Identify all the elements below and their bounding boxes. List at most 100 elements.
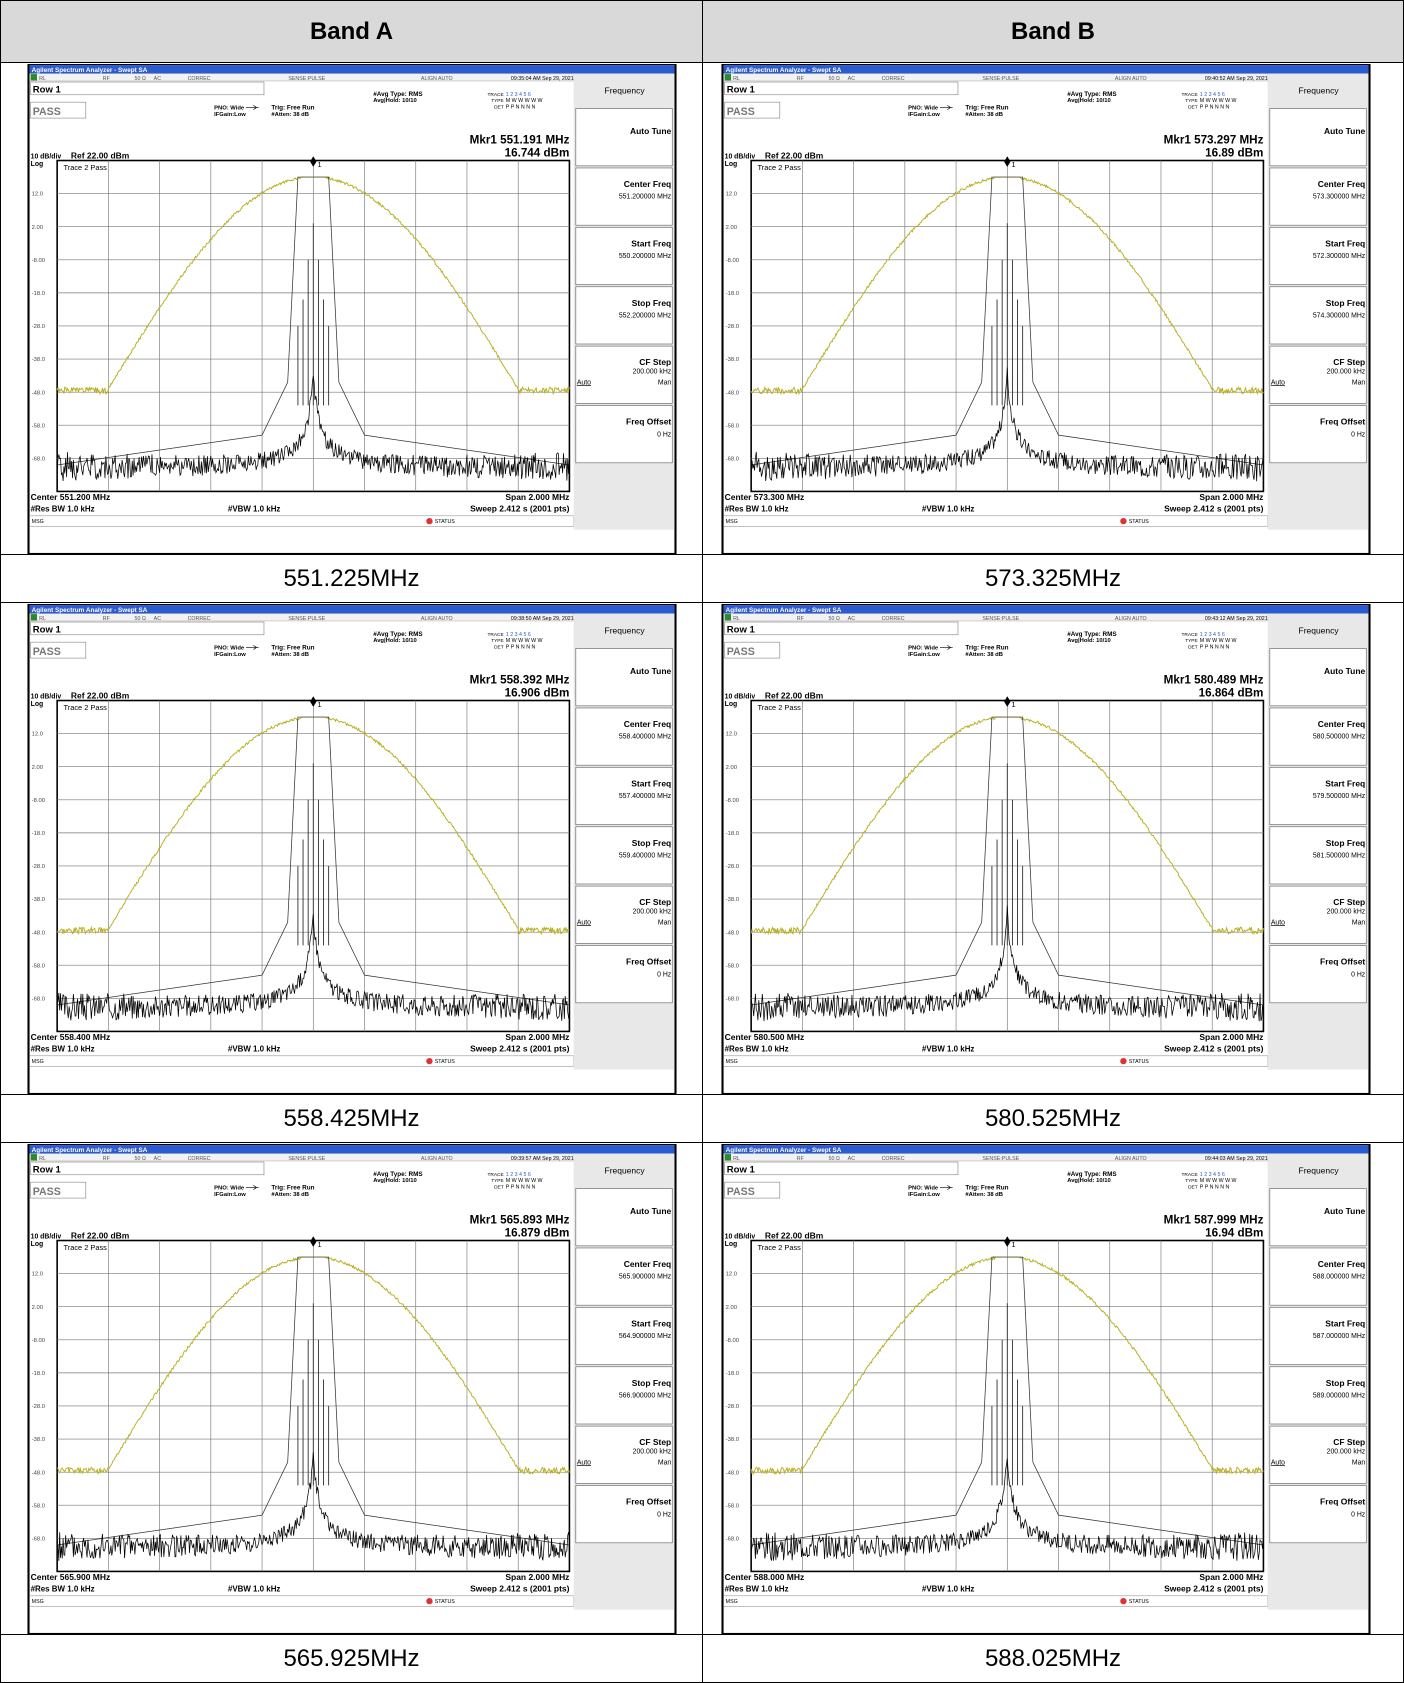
status-item: CORREC — [882, 1156, 905, 1162]
y-axis-label: -68.0 — [726, 1536, 740, 1542]
status-item: SENSE:PULSE — [288, 76, 325, 82]
label: DET — [1188, 105, 1198, 111]
softkey-label: Freq Offset — [626, 957, 671, 967]
softkey-label: CF Step — [639, 897, 671, 907]
trace-status: Trace 2 Pass — [64, 163, 108, 172]
status-item: SENSE:PULSE — [982, 616, 1019, 622]
center-frequency: Center 558.400 MHz — [31, 1032, 111, 1042]
label: STATUS — [1129, 519, 1150, 525]
screenshot-cell: Agilent Spectrum Analyzer - Swept SARLRF… — [0, 1142, 703, 1635]
label: P P N N N N — [506, 645, 536, 651]
status-item: ALIGN AUTO — [1115, 1156, 1147, 1162]
status-item: AC — [848, 616, 856, 622]
label: TYPE — [1185, 98, 1197, 104]
reference-level: Ref 22.00 dBm — [71, 150, 129, 160]
marker-amplitude: 16.864 dBm — [1199, 686, 1264, 699]
label: 10 dB/div — [31, 153, 62, 160]
y-axis-label: -8.00 — [726, 798, 740, 804]
softkey-value: 565.900000 MHz — [619, 1274, 672, 1281]
label: #Avg Type: RMS — [373, 631, 422, 638]
status-item: ALIGN AUTO — [421, 1156, 453, 1162]
label: 1 2 3 4 5 6 — [506, 632, 531, 638]
label: 1 2 3 4 5 6 — [1200, 92, 1225, 98]
label: STATUS — [435, 519, 456, 525]
label: #Avg Type: RMS — [373, 1171, 422, 1178]
label: Log — [31, 1241, 44, 1248]
y-axis-label: 12.0 — [726, 1272, 738, 1278]
label: Sweep 2.412 s (2001 pts) — [470, 1044, 570, 1054]
y-axis-label: 12.0 — [726, 192, 738, 198]
reference-level: Ref 22.00 dBm — [71, 690, 129, 700]
marker-number: 1 — [1012, 1240, 1016, 1249]
menu-title: Frequency — [1299, 626, 1340, 636]
status-item: RF — [797, 76, 805, 82]
status-item: CORREC — [188, 616, 211, 622]
y-axis-label: -8.00 — [726, 1338, 740, 1344]
label: #VBW 1.0 kHz — [228, 505, 281, 514]
softkey-label: Stop Freq — [632, 838, 672, 848]
label: 10 dB/div — [31, 693, 62, 700]
softkey-label: CF Step — [1333, 1437, 1365, 1447]
status-item: RF — [797, 1156, 805, 1162]
label: #Atten: 38 dB — [271, 112, 309, 118]
row-box — [725, 622, 958, 635]
softkey-label: Start Freq — [1325, 778, 1365, 788]
softkey — [576, 649, 673, 706]
row-label: Row 1 — [727, 625, 756, 636]
label: Log — [725, 161, 738, 168]
status-item: AC — [848, 76, 856, 82]
label: M W W W W W — [1200, 638, 1237, 644]
y-axis-label: 12.0 — [32, 1272, 44, 1278]
label: PNO: Wide — [214, 106, 245, 112]
label: P P N N N N — [1200, 105, 1230, 111]
softkey-label: Start Freq — [631, 778, 671, 788]
label: 10 dB/div — [725, 693, 756, 700]
y-axis-label: -38.0 — [32, 357, 46, 363]
row-label: Row 1 — [33, 1165, 62, 1176]
y-axis-label: -58.0 — [726, 1503, 740, 1509]
softkey-label: Auto Tune — [630, 126, 672, 136]
row-label: Row 1 — [33, 625, 62, 636]
softkey-value: 200.000 kHz — [1327, 1449, 1366, 1456]
trace-status: Trace 2 Pass — [758, 1243, 802, 1252]
label: Man — [1352, 1459, 1366, 1466]
trace-status: Trace 2 Pass — [758, 163, 802, 172]
label: #Atten: 38 dB — [965, 112, 1003, 118]
label: #Res BW 1.0 kHz — [725, 505, 789, 514]
label: Avg|Hold: 10/10 — [373, 638, 417, 644]
y-axis-label: -58.0 — [726, 963, 740, 969]
pass-label: PASS — [727, 106, 755, 118]
softkey-value: 589.000000 MHz — [1313, 1392, 1366, 1399]
softkey-label: Center Freq — [624, 719, 672, 729]
status-item: SENSE:PULSE — [982, 1156, 1019, 1162]
y-axis-label: -18.0 — [726, 291, 740, 297]
window-title: Agilent Spectrum Analyzer - Swept SA — [726, 67, 842, 74]
softkey-value: 566.900000 MHz — [619, 1392, 672, 1399]
y-axis-label: -58.0 — [32, 1503, 46, 1509]
softkey-value: 557.400000 MHz — [619, 793, 672, 800]
timestamp: 09:44:03 AM Sep 29, 2021 — [1205, 1156, 1268, 1162]
softkey-label: Stop Freq — [632, 298, 672, 308]
softkey-value: 0 Hz — [657, 1511, 672, 1518]
analyzer-screen: Agilent Spectrum Analyzer - Swept SARLRF… — [27, 1144, 677, 1634]
softkey-label: CF Step — [639, 1437, 671, 1447]
marker-number: 1 — [318, 700, 322, 709]
center-frequency: Center 565.900 MHz — [31, 1572, 111, 1582]
status-item: RL — [39, 76, 46, 82]
marker-frequency: Mkr1 565.893 MHz — [470, 1214, 570, 1227]
pass-label: PASS — [727, 646, 755, 658]
softkey-label: Freq Offset — [1320, 417, 1365, 427]
label: #Res BW 1.0 kHz — [31, 505, 95, 514]
status-icon — [1120, 518, 1126, 524]
row-label: Row 1 — [727, 1165, 756, 1176]
screenshot-cell: Agilent Spectrum Analyzer - Swept SARLRF… — [702, 62, 1404, 555]
label: TRACE — [1182, 1172, 1198, 1178]
softkey-label: Freq Offset — [1320, 957, 1365, 967]
label: TYPE — [491, 1178, 503, 1184]
softkey-value: 0 Hz — [657, 431, 672, 438]
y-axis-label: 12.0 — [726, 732, 738, 738]
label: DET — [494, 645, 504, 651]
label: M W W W W W — [1200, 1178, 1237, 1184]
status-icon — [426, 518, 432, 524]
